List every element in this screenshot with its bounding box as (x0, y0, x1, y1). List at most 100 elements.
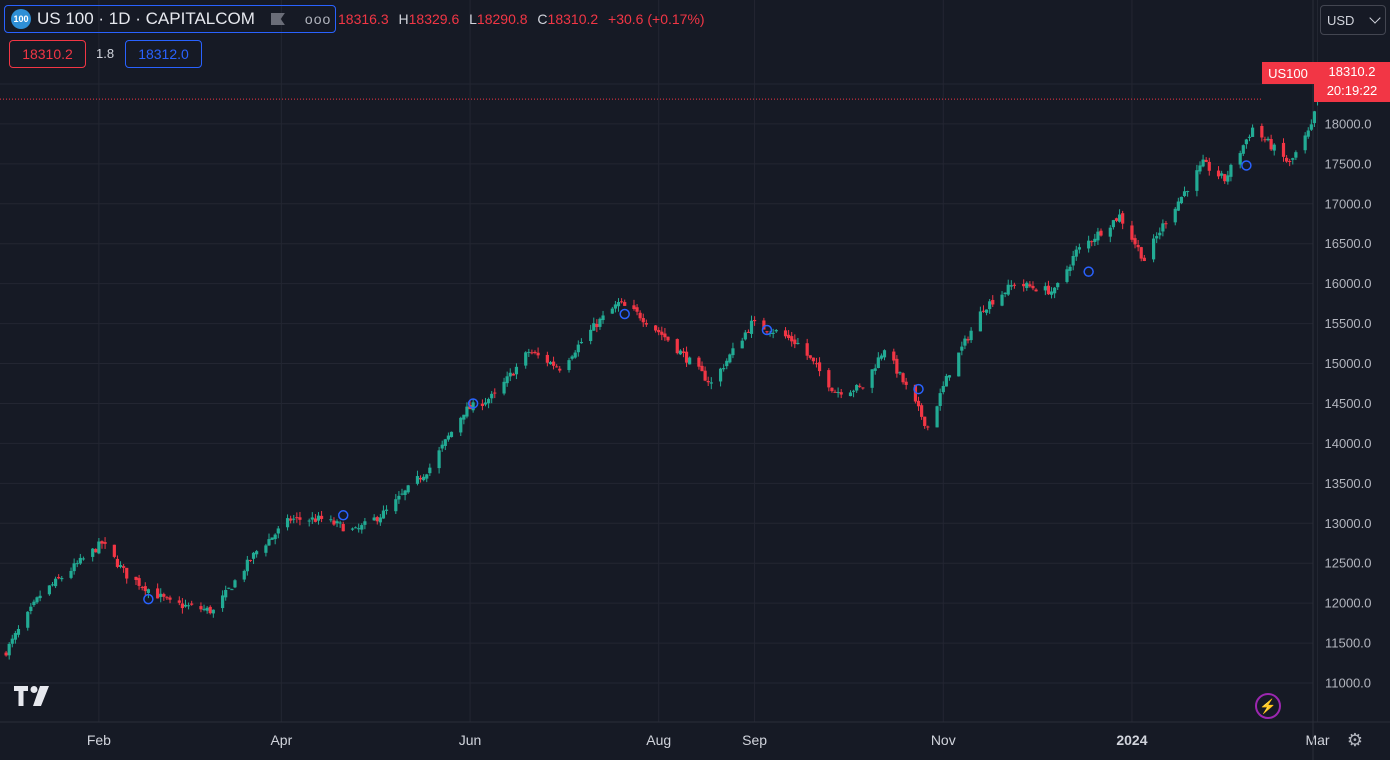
candle-body (162, 594, 166, 597)
candle-body (1139, 247, 1143, 259)
candle-body (595, 323, 599, 328)
tradingview-logo-icon[interactable] (14, 686, 52, 706)
candle-body (357, 528, 361, 530)
candle-body (681, 351, 686, 353)
candle-body (1000, 294, 1004, 306)
candle-body (7, 643, 11, 656)
candle-body (1229, 164, 1233, 177)
candle-body (165, 597, 169, 599)
candle-body (623, 302, 627, 306)
more-dots-icon[interactable]: ooo (304, 11, 332, 27)
flag-icon[interactable] (270, 13, 285, 25)
candle-body (338, 522, 342, 524)
candle-body (833, 391, 837, 393)
candle-body (1158, 232, 1162, 236)
candle-body (530, 352, 534, 354)
candle-body (536, 352, 540, 356)
ohlc-legend: 18316.3 H18329.6 L18290.8 C18310.2 +30.6… (338, 11, 711, 27)
candle-body (75, 563, 79, 565)
candle-body (836, 391, 840, 393)
candle-body (870, 369, 874, 388)
candle-body (1117, 214, 1122, 222)
candle-body (728, 354, 732, 363)
gear-icon[interactable]: ⚙ (1346, 730, 1364, 750)
candle-body (598, 318, 602, 327)
x-tick-label: 2024 (1116, 732, 1147, 748)
candle-body (480, 403, 485, 406)
candle-body (805, 343, 809, 356)
candle-body (527, 351, 531, 353)
symbol-logo: 100 (11, 9, 31, 29)
candle-body (533, 351, 537, 353)
event-marker (467, 398, 479, 409)
candle-body (700, 365, 704, 372)
candle-body (205, 607, 209, 611)
y-tick-label: 12500.0 (1325, 556, 1372, 571)
candle-body (310, 517, 314, 520)
candle-body (746, 331, 751, 333)
candle-body (811, 357, 815, 362)
y-tick-label: 16000.0 (1325, 276, 1372, 291)
candle-body (186, 605, 191, 607)
candle-body (576, 344, 580, 353)
candle-body (1223, 174, 1227, 182)
currency-selector[interactable]: USD (1320, 5, 1386, 35)
candle-body (678, 350, 682, 355)
candle-body (449, 431, 454, 438)
y-tick-label: 14000.0 (1325, 436, 1372, 451)
last-price: 18310.2 (1328, 64, 1376, 79)
candle-body (443, 439, 447, 446)
candle-body (1204, 159, 1208, 162)
candle-body (511, 373, 515, 376)
candle-body (446, 435, 450, 440)
symbol-selector[interactable]: 100 US 100 · 1D · CAPITALCOM ooo (4, 5, 336, 33)
candle-body (137, 578, 141, 586)
candle-body (490, 393, 494, 399)
candle-body (335, 521, 339, 524)
candle-body (81, 558, 86, 560)
candle-body (471, 402, 475, 411)
sell-button[interactable]: 18310.2 (9, 40, 86, 68)
y-tick-label: 13500.0 (1325, 476, 1372, 491)
candle-body (1284, 157, 1289, 162)
candle-body (941, 386, 945, 393)
y-tick-label: 18000.0 (1325, 116, 1372, 131)
candle-body (267, 539, 271, 546)
candle-body (230, 589, 234, 591)
candle-body (793, 339, 797, 345)
candle-body (573, 352, 577, 358)
y-tick-label: 14500.0 (1325, 396, 1372, 411)
candle-body (635, 307, 639, 312)
candle-body (660, 331, 664, 335)
event-marker (761, 324, 773, 336)
candle-body (1065, 269, 1069, 282)
candle-body (749, 320, 754, 334)
high-label: H (398, 11, 409, 27)
candle-body (969, 330, 973, 341)
candle-body (183, 604, 188, 607)
candle-body (722, 368, 726, 370)
candle-body (1022, 283, 1026, 287)
candle-body (978, 311, 982, 332)
candle-body (1291, 158, 1295, 160)
candle-body (675, 339, 679, 354)
y-tick-label: 16500.0 (1325, 236, 1372, 251)
candle-body (688, 357, 692, 365)
candle-body (35, 597, 39, 603)
candle-body (548, 362, 553, 365)
candle-body (134, 576, 138, 580)
low-label: L (469, 11, 477, 27)
candle-body (632, 305, 636, 310)
candle-body (765, 331, 769, 333)
candle-body (1074, 249, 1078, 257)
y-tick-label: 12000.0 (1325, 596, 1372, 611)
candle-body (459, 417, 463, 433)
candle-body (901, 373, 905, 383)
candle-body (839, 392, 843, 395)
candle-body (957, 352, 961, 377)
buy-button[interactable]: 18312.0 (125, 40, 202, 68)
symbol-price-tag: US100 (1262, 62, 1314, 84)
candle-body (814, 363, 819, 365)
lightning-icon[interactable]: ⚡ (1255, 693, 1281, 719)
